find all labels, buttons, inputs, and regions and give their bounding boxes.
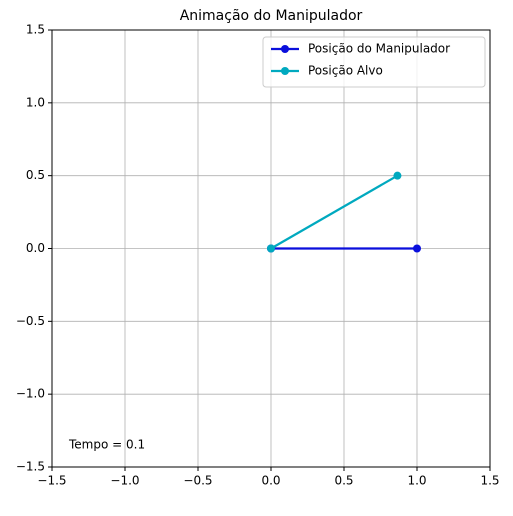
plot-frame <box>51 29 491 468</box>
legend-label: Posição Alvo <box>308 64 383 78</box>
x-tick-label: −1.0 <box>110 474 139 488</box>
y-tick-label: −1.0 <box>16 387 45 401</box>
y-tick-label: 1.5 <box>26 23 45 37</box>
x-tick-label: 1.0 <box>407 474 426 488</box>
point <box>413 244 421 253</box>
y-tick-label: −0.5 <box>16 314 45 328</box>
y-tick-label: 0.0 <box>26 241 45 255</box>
x-tick-label: −1.5 <box>37 474 66 488</box>
y-tick-label: 0.5 <box>26 168 45 182</box>
y-tick-label: −1.5 <box>16 460 45 474</box>
legend-label: Posição do Manipulador <box>308 42 450 56</box>
point <box>393 171 402 180</box>
y-tick-label: 1.0 <box>26 95 45 109</box>
annotation: Tempo = 0.1 <box>68 438 145 452</box>
x-tick-label: −0.5 <box>183 474 212 488</box>
series-line <box>270 174 398 250</box>
x-tick-label: 0.5 <box>334 474 353 488</box>
chart-title: Animação do Manipulador <box>180 8 363 24</box>
legend-box <box>262 36 486 88</box>
legend-marker <box>281 45 289 53</box>
x-tick-label: 1.5 <box>480 474 499 488</box>
x-tick-label: 0.0 <box>261 474 280 488</box>
point <box>267 244 275 253</box>
legend-marker <box>281 67 289 75</box>
